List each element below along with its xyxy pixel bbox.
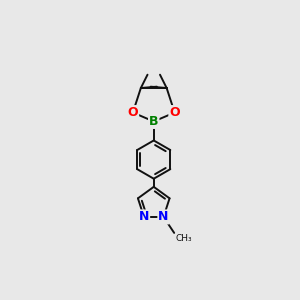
Text: N: N <box>139 210 149 224</box>
Text: CH₃: CH₃ <box>175 234 192 243</box>
Text: B: B <box>149 115 158 128</box>
Text: O: O <box>169 106 180 119</box>
Text: N: N <box>158 210 169 224</box>
Text: O: O <box>128 106 138 119</box>
